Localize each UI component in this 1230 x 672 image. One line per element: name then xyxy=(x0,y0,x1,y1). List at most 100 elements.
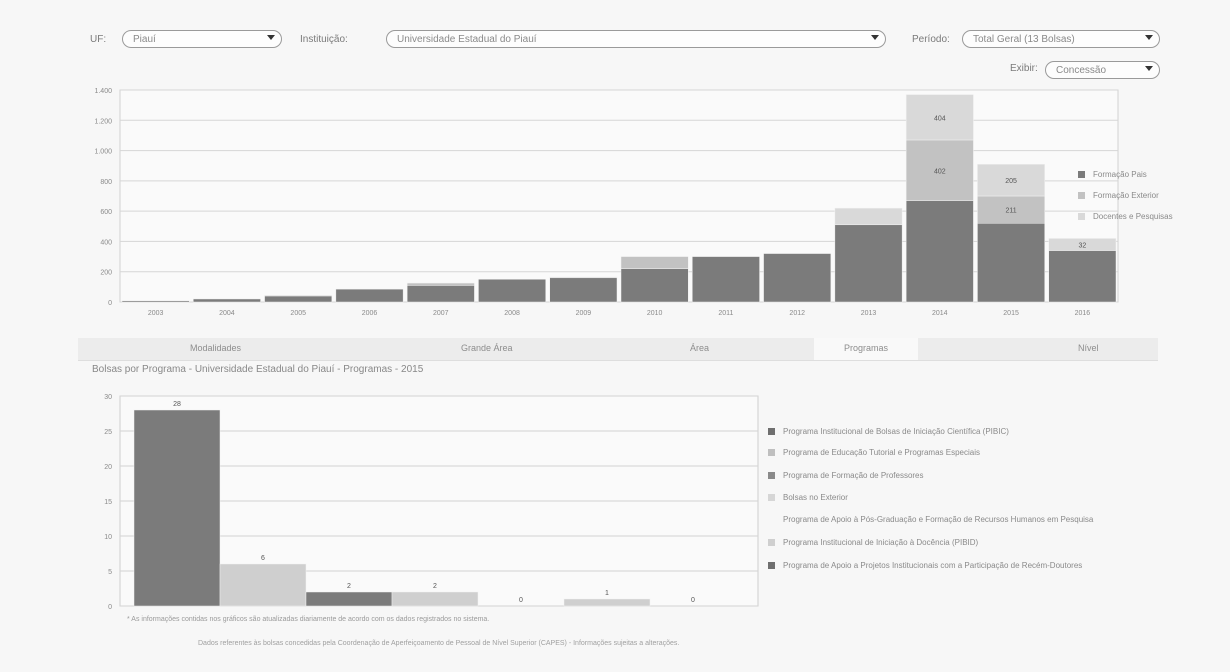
y-tick-label: 0 xyxy=(108,300,112,307)
bar-segment xyxy=(1048,238,1117,251)
bar-value-label: 2 xyxy=(347,583,351,590)
bar-value-label: 28 xyxy=(173,401,181,408)
bar-segment xyxy=(763,253,832,303)
bar-segment xyxy=(834,207,903,226)
x-tick-label: 2016 xyxy=(1075,310,1091,317)
legend-swatch xyxy=(1078,213,1085,220)
y-tick-label: 15 xyxy=(104,499,112,506)
legend-label: Programa Institucional de Iniciação à Do… xyxy=(783,538,979,547)
x-tick-label: 2004 xyxy=(219,310,235,317)
bar-segment xyxy=(121,300,190,303)
bar-segment xyxy=(905,94,974,141)
x-tick-label: 2005 xyxy=(290,310,306,317)
bar-segment xyxy=(977,223,1045,303)
y-tick-label: 800 xyxy=(100,179,112,186)
legend-item[interactable]: Formação Pais xyxy=(1078,170,1147,179)
legend-label: Bolsas no Exterior xyxy=(783,493,848,502)
exibir-select[interactable]: Concessão xyxy=(1045,61,1160,79)
x-tick-label: 2011 xyxy=(718,310,733,317)
tab-area[interactable]: Área xyxy=(690,343,710,353)
chevron-down-icon xyxy=(1145,35,1153,40)
uf-select-value: Piauí xyxy=(133,34,156,45)
chart-footnote: * As informações contidas nos gráficos s… xyxy=(127,616,490,623)
legend-label: Formação Pais xyxy=(1093,170,1147,179)
legend-item[interactable]: Programa Institucional de Bolsas de Inic… xyxy=(768,427,1009,436)
y-tick-label: 200 xyxy=(100,270,112,277)
x-tick-label: 2006 xyxy=(362,310,378,317)
y-tick-label: 1.200 xyxy=(94,118,112,125)
bar-segment xyxy=(549,276,618,279)
legend-swatch xyxy=(768,516,775,523)
legend-swatch xyxy=(768,472,775,479)
chevron-down-icon xyxy=(1145,66,1153,71)
y-tick-label: 1.400 xyxy=(94,88,112,95)
legend-item[interactable]: Formação Exterior xyxy=(1078,191,1159,200)
y-tick-label: 5 xyxy=(108,569,112,576)
x-tick-label: 2012 xyxy=(789,310,805,317)
bar-segment xyxy=(406,285,475,303)
legend-label: Programa de Apoio a Projetos Institucion… xyxy=(783,561,1083,570)
bar-segment xyxy=(1048,250,1117,303)
legend-swatch xyxy=(1078,192,1085,199)
bar-data-label: 32 xyxy=(1078,242,1086,249)
bar-segment xyxy=(264,294,333,297)
bar-data-label: 205 xyxy=(1005,178,1017,185)
legend-item[interactable]: Programa de Apoio a Projetos Institucion… xyxy=(768,561,1082,570)
bar-segment xyxy=(193,298,261,303)
x-tick-label: 2008 xyxy=(504,310,520,317)
tab-grande-area[interactable]: Grande Área xyxy=(461,343,513,353)
x-tick-label: 2015 xyxy=(1003,310,1019,317)
tab-bar: Modalidades Grande Área Área Programas N… xyxy=(78,338,1158,361)
instituicao-label: Instituição: xyxy=(300,34,348,45)
bar-segment xyxy=(692,256,760,303)
tab-modalidades[interactable]: Modalidades xyxy=(190,343,242,353)
y-tick-label: 0 xyxy=(108,604,112,611)
instituicao-select[interactable]: Universidade Estadual do Piauí xyxy=(386,30,886,48)
legend-label: Programa de Apoio à Pós-Graduação e Form… xyxy=(783,515,1094,524)
y-tick-label: 25 xyxy=(104,429,112,436)
tab-programas[interactable]: Programas xyxy=(814,338,919,360)
legend-swatch xyxy=(768,539,775,546)
bolsas-por-ano-chart: 0 200 400 600 800 1.000 1.200 1.400 2003 2004 2005… xyxy=(94,88,1119,317)
legend-item[interactable]: Docentes e Pesquisas xyxy=(1078,212,1173,221)
programas-subtitle: Bolsas por Programa - Universidade Estad… xyxy=(92,364,424,375)
y-tick-label: 20 xyxy=(104,464,112,471)
bar-segment xyxy=(549,277,618,303)
bar xyxy=(563,598,651,607)
filter-bar: UF: Piauí Instituição: Universidade Esta… xyxy=(90,29,1160,79)
legend-item[interactable]: Programa de Educação Tutorial e Programa… xyxy=(768,448,980,457)
y-tick-label: 30 xyxy=(104,394,112,401)
bar-segment xyxy=(834,224,903,303)
tab-nivel[interactable]: Nível xyxy=(1078,343,1099,353)
bar-segment xyxy=(620,268,689,303)
legend-label: Programa de Educação Tutorial e Programa… xyxy=(783,448,980,457)
bar-segment xyxy=(905,200,974,303)
bar-value-label: 2 xyxy=(433,583,437,590)
periodo-select[interactable]: Total Geral (13 Bolsas) xyxy=(962,30,1160,48)
x-tick-label: 2010 xyxy=(647,310,663,317)
bar-segment xyxy=(977,163,1045,197)
page-footer: Dados referentes às bolsas concedidas pe… xyxy=(198,640,680,647)
bar xyxy=(391,591,479,607)
exibir-label: Exibir: xyxy=(1010,63,1038,74)
y-tick-label: 600 xyxy=(100,209,112,216)
legend-label: Docentes e Pesquisas xyxy=(1093,212,1173,221)
bar-segment xyxy=(335,288,404,303)
chevron-down-icon xyxy=(871,35,879,40)
legend-label: Programa de Formação de Professores xyxy=(783,471,924,480)
bar xyxy=(219,563,307,607)
legend-item[interactable]: Programa Institucional de Iniciação à Do… xyxy=(768,538,978,547)
bar-segment xyxy=(905,139,974,201)
legend-item[interactable]: Bolsas no Exterior xyxy=(768,493,848,502)
legend-item[interactable]: Programa de Formação de Professores xyxy=(768,471,924,480)
legend-swatch xyxy=(768,494,775,501)
uf-select[interactable]: Piauí xyxy=(122,30,282,48)
bar-value-label: 0 xyxy=(691,597,695,604)
bar-value-label: 6 xyxy=(261,555,265,562)
exibir-select-value: Concessão xyxy=(1056,65,1107,76)
legend-item[interactable]: Programa de Apoio à Pós-Graduação e Form… xyxy=(768,515,1093,524)
periodo-label: Período: xyxy=(912,34,950,45)
bar-segment xyxy=(406,282,475,286)
